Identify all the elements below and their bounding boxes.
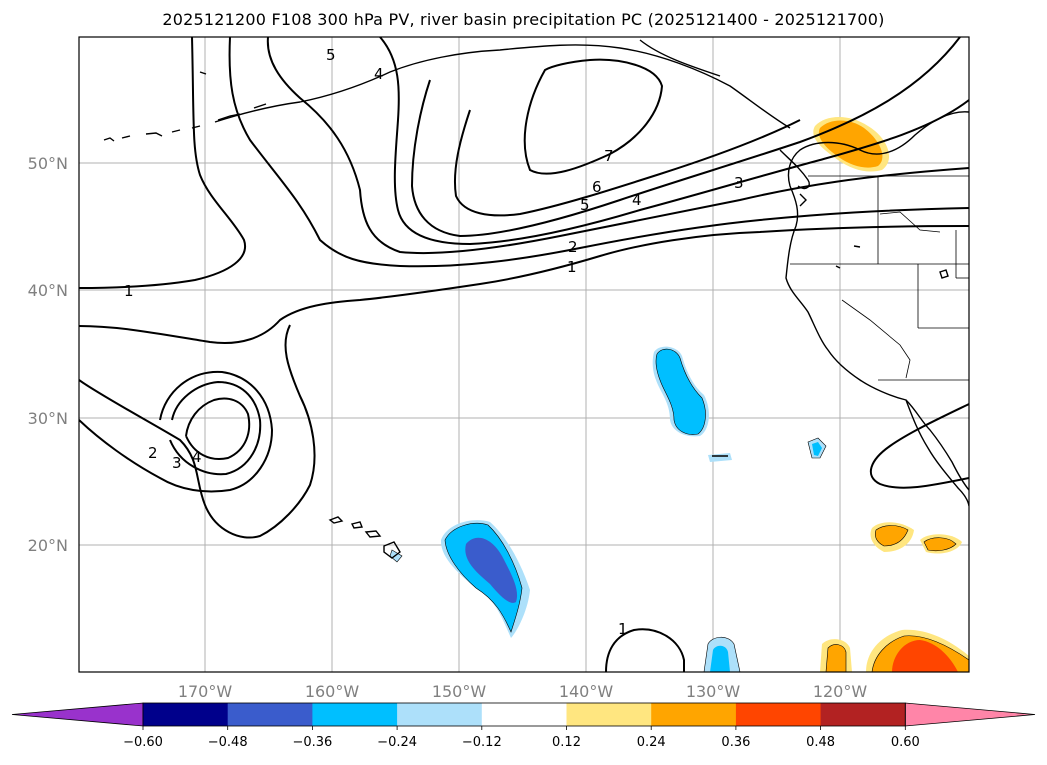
lat-label: 20°N bbox=[28, 536, 68, 555]
lon-label: 170°W bbox=[178, 682, 233, 701]
colorbar-tick-label: −0.48 bbox=[208, 735, 248, 750]
lon-label: 120°W bbox=[813, 682, 868, 701]
contour-label: 1 bbox=[618, 620, 628, 638]
colorbar-tick-label: 0.24 bbox=[637, 735, 666, 750]
contour-label: 1 bbox=[567, 258, 577, 276]
contour-label: 6 bbox=[592, 178, 602, 196]
colorbar-tick-label: 0.48 bbox=[806, 735, 835, 750]
colorbar-tick-label: −0.60 bbox=[123, 735, 163, 750]
lon-label: 130°W bbox=[686, 682, 741, 701]
colorbar-segment bbox=[312, 703, 398, 726]
colorbar-tick-label: 0.60 bbox=[891, 735, 920, 750]
pv-contours bbox=[79, 37, 969, 672]
contour-label: 2 bbox=[148, 444, 158, 462]
colorbar-tick-label: −0.12 bbox=[462, 735, 502, 750]
contour-label: 4 bbox=[374, 65, 384, 83]
colorbar-frame bbox=[142, 702, 906, 727]
lat-label: 40°N bbox=[28, 281, 68, 300]
contour-label: 3 bbox=[734, 174, 744, 192]
map-border bbox=[78, 36, 970, 673]
longitude-labels: 170°W 160°W 150°W 140°W 130°W 120°W bbox=[178, 682, 868, 701]
colorbar-segment bbox=[820, 703, 906, 726]
contour-label: 4 bbox=[632, 191, 642, 209]
contour-label: 2 bbox=[568, 238, 578, 256]
precip-negative-anomalies bbox=[389, 346, 827, 672]
contour-label: 1 bbox=[124, 282, 134, 300]
colorbar-segment bbox=[397, 703, 483, 726]
colorbar: −0.60 −0.48 −0.36 −0.24 −0.12 0.12 0.24 0.36 0.4… bbox=[11, 702, 1036, 750]
colorbar-segment bbox=[651, 703, 737, 726]
precip-positive-anomalies bbox=[813, 117, 969, 672]
contour-label: 3 bbox=[172, 454, 182, 472]
contour-label: 7 bbox=[604, 147, 614, 165]
colorbar-extend-high bbox=[904, 702, 1036, 727]
colorbar-tick-label: 0.12 bbox=[552, 735, 581, 750]
contour-label: 5 bbox=[580, 196, 590, 214]
lon-label: 140°W bbox=[559, 682, 614, 701]
colorbar-tick-label: 0.36 bbox=[721, 735, 750, 750]
colorbar-segment bbox=[481, 703, 567, 726]
lat-label: 50°N bbox=[28, 154, 68, 173]
colorbar-segment bbox=[566, 703, 652, 726]
lon-label: 160°W bbox=[305, 682, 360, 701]
colorbar-segment bbox=[735, 703, 822, 726]
colorbar-segment bbox=[143, 703, 229, 726]
latitude-labels: 50°N 40°N 30°N 20°N bbox=[28, 154, 68, 555]
lon-label: 150°W bbox=[432, 682, 487, 701]
map-title: 2025121200 F108 300 hPa PV, river basin … bbox=[162, 10, 885, 29]
colorbar-tick-label: −0.24 bbox=[377, 735, 417, 750]
pv-contour-labels: 1 1 1 2 2 3 3 4 4 4 5 5 6 7 bbox=[124, 46, 744, 638]
colorbar-tick-label: −0.36 bbox=[292, 735, 332, 750]
colorbar-segment bbox=[227, 703, 313, 726]
contour-label: 4 bbox=[192, 448, 202, 466]
contour-label: 5 bbox=[326, 46, 336, 64]
colorbar-extend-low bbox=[11, 702, 144, 727]
coastlines bbox=[103, 39, 969, 559]
lat-label: 30°N bbox=[28, 409, 68, 428]
